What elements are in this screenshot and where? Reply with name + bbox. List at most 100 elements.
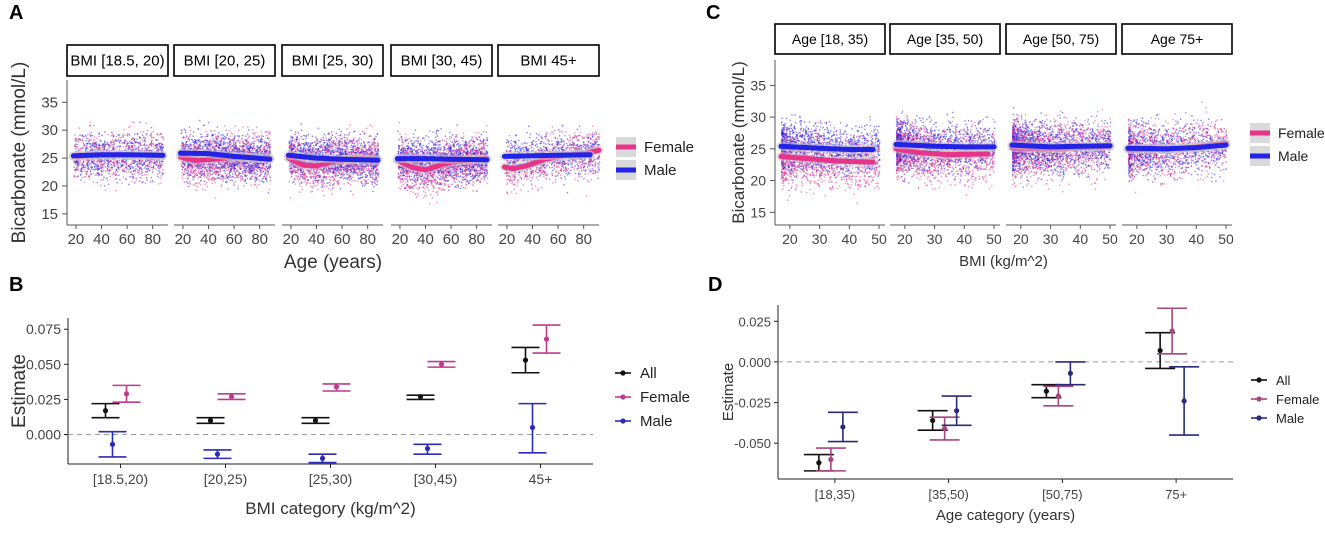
data-point <box>214 166 217 168</box>
data-point <box>353 146 355 148</box>
data-point <box>198 147 200 149</box>
data-point <box>251 166 253 169</box>
data-point <box>215 178 217 180</box>
data-point <box>134 141 137 143</box>
facet-1: BMI [18.5, 20)20 40 60 80 <box>66 44 169 248</box>
data-point <box>95 145 97 147</box>
data-point <box>331 193 334 195</box>
data-point <box>96 181 98 184</box>
data-point <box>247 136 250 138</box>
data-point <box>104 166 107 168</box>
data-point <box>110 135 112 137</box>
data-point <box>317 174 320 176</box>
data-point <box>216 141 218 143</box>
panel-letter: A <box>9 2 23 24</box>
data-point <box>264 131 266 133</box>
data-point <box>360 167 362 169</box>
data-point <box>204 139 207 142</box>
data-point <box>264 172 267 175</box>
data-point <box>204 136 206 138</box>
data-point <box>97 175 100 177</box>
data-point <box>251 168 253 170</box>
data-point <box>359 151 361 154</box>
data-point <box>134 170 137 173</box>
data-point <box>320 180 323 182</box>
data-point <box>183 181 186 183</box>
data-point <box>187 178 190 180</box>
data-point <box>346 142 348 145</box>
data-point <box>84 148 87 150</box>
data-point <box>366 149 368 151</box>
data-point <box>81 176 83 179</box>
data-point <box>243 165 245 167</box>
data-point <box>290 144 292 147</box>
data-point <box>230 132 232 134</box>
data-point <box>360 174 362 176</box>
data-point <box>111 140 113 143</box>
data-point <box>310 151 312 153</box>
data-point <box>224 149 227 151</box>
data-point <box>225 169 227 171</box>
data-point <box>245 171 247 173</box>
data-point <box>80 174 82 176</box>
data-point <box>374 144 376 147</box>
data-point <box>322 183 325 185</box>
data-point <box>109 146 111 148</box>
data-point <box>232 173 234 175</box>
data-point <box>154 147 157 149</box>
data-point <box>235 148 238 150</box>
data-point <box>226 162 228 164</box>
data-point <box>230 147 232 149</box>
data-point <box>346 128 348 130</box>
data-point <box>228 149 231 151</box>
data-point <box>250 171 252 173</box>
data-point <box>190 166 192 168</box>
data-point <box>91 144 94 146</box>
data-point <box>317 176 319 178</box>
data-point <box>238 136 240 138</box>
data-point <box>153 160 155 162</box>
data-point <box>101 170 103 173</box>
data-point <box>261 141 264 143</box>
data-point <box>89 170 91 173</box>
x-tick-label: 20 <box>68 231 85 248</box>
data-point <box>133 121 135 124</box>
data-point <box>99 145 102 147</box>
data-point <box>146 144 148 147</box>
data-point <box>234 174 237 176</box>
data-point <box>258 135 260 137</box>
data-point <box>252 149 254 151</box>
data-point <box>108 145 110 147</box>
data-point <box>298 191 301 193</box>
data-point <box>161 143 163 145</box>
data-point <box>145 159 147 161</box>
data-point <box>232 138 235 140</box>
data-point <box>255 150 257 152</box>
data-point <box>152 148 155 150</box>
data-point <box>250 161 252 164</box>
data-point <box>364 169 366 171</box>
data-point <box>247 164 250 166</box>
data-point <box>264 146 266 148</box>
data-point <box>347 166 349 168</box>
data-point <box>260 152 262 154</box>
data-point <box>91 160 93 162</box>
data-point <box>337 167 340 169</box>
data-point <box>259 169 261 171</box>
data-point <box>258 151 261 153</box>
data-point <box>124 170 126 173</box>
data-point <box>181 162 183 164</box>
data-point <box>140 131 142 134</box>
data-point <box>309 142 311 144</box>
data-point <box>93 139 96 141</box>
facet-strip-label: BMI [20, 25) <box>184 53 266 70</box>
data-point <box>338 128 341 131</box>
data-point <box>243 180 246 182</box>
data-point <box>93 160 95 162</box>
data-point <box>87 160 89 163</box>
data-point <box>256 186 258 189</box>
data-point <box>220 134 222 136</box>
data-point <box>195 165 197 168</box>
data-point <box>203 174 205 177</box>
data-point <box>189 144 192 147</box>
